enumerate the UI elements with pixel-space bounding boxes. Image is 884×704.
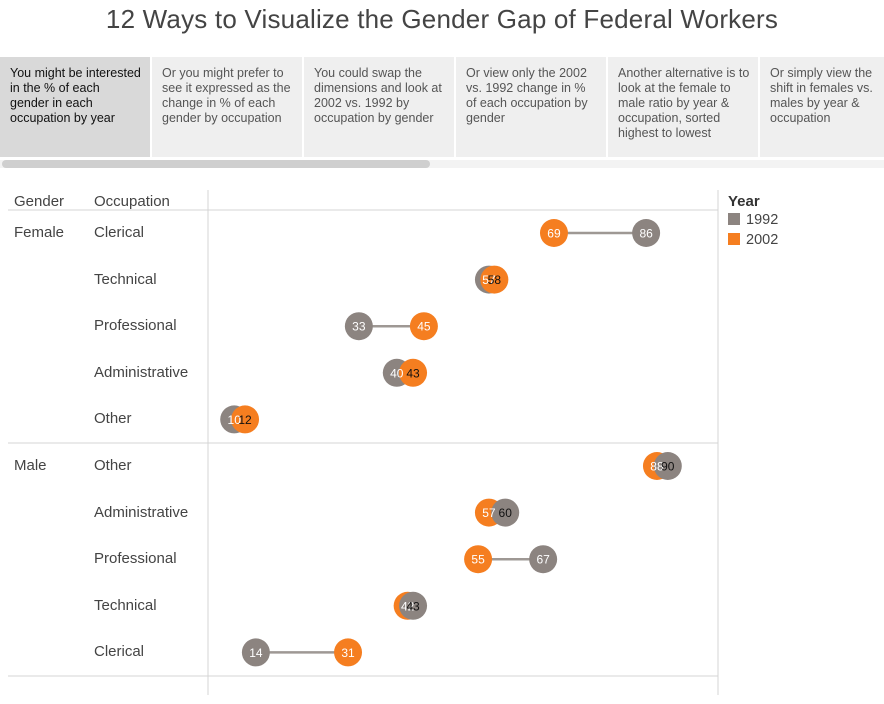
- legend-swatch-1992: [728, 213, 740, 225]
- point-male-administrative-1992[interactable]: [491, 498, 520, 527]
- gender-column-header: Gender: [14, 193, 65, 210]
- point-female-professional-1992[interactable]: [344, 312, 373, 341]
- value-label-male-professional-2002: 55: [471, 553, 485, 567]
- value-label-male-clerical-2002: 31: [341, 646, 355, 660]
- value-label-female-technical-2002: 58: [488, 273, 502, 287]
- value-label-male-clerical-1992: 14: [249, 646, 263, 660]
- story-tab-1[interactable]: You might be interested in the % of each…: [0, 57, 150, 157]
- occupation-label-female-other: Other: [94, 410, 132, 428]
- story-tabs: You might be interested in the % of each…: [0, 57, 884, 157]
- value-label-male-other-2002: 88: [650, 460, 664, 474]
- story-tab-3[interactable]: You could swap the dimensions and look a…: [304, 57, 454, 157]
- story-tab-2[interactable]: Or you might prefer to see it expressed …: [152, 57, 302, 157]
- point-female-other-2002[interactable]: [231, 405, 260, 434]
- story-tab-4[interactable]: Or view only the 2002 vs. 1992 change in…: [456, 57, 606, 157]
- gender-label-female: Female: [14, 224, 65, 241]
- occupation-label-female-administrative: Administrative: [94, 363, 189, 381]
- occupation-label-male-administrative: Administrative: [94, 503, 189, 521]
- point-male-professional-1992[interactable]: [529, 545, 558, 574]
- value-label-female-clerical-1992: 86: [639, 227, 653, 241]
- occupation-label-male-other: Other: [94, 457, 132, 474]
- occupation-label-male-technical: Technical: [94, 596, 157, 614]
- point-male-other-1992[interactable]: [653, 452, 682, 480]
- point-male-clerical-2002[interactable]: [334, 638, 363, 667]
- point-female-administrative-2002[interactable]: [399, 358, 428, 387]
- point-male-professional-2002[interactable]: [464, 545, 493, 574]
- value-label-female-professional-1992: 33: [352, 320, 366, 334]
- occupation-label-female-technical: Technical: [94, 270, 157, 288]
- point-male-technical-1992[interactable]: [399, 591, 428, 620]
- legend-swatch-2002: [728, 233, 740, 245]
- story-tab-6[interactable]: Or simply view the shift in females vs. …: [760, 57, 884, 157]
- value-label-female-professional-2002: 45: [417, 320, 431, 334]
- value-label-male-other-1992: 90: [661, 460, 675, 474]
- occupation-label-male-professional: Professional: [94, 550, 177, 568]
- story-tab-5[interactable]: Another alternative is to look at the fe…: [608, 57, 758, 157]
- page-title: 12 Ways to Visualize the Gender Gap of F…: [105, 4, 779, 34]
- legend-item-2002[interactable]: 2002: [728, 232, 778, 248]
- value-label-female-technical-1992: 57: [482, 273, 496, 287]
- value-label-female-administrative-2002: 43: [406, 366, 420, 380]
- occupation-label-male-clerical: Clerical: [94, 643, 145, 661]
- value-label-female-other-2002: 12: [238, 413, 252, 427]
- occupation-column-header: Occupation: [94, 193, 170, 210]
- value-label-female-other-1992: 10: [228, 413, 242, 427]
- value-label-female-clerical-2002: 69: [547, 227, 561, 241]
- value-label-male-administrative-2002: 57: [482, 506, 496, 520]
- value-label-female-administrative-1992: 40: [390, 366, 404, 380]
- legend-item-1992[interactable]: 1992: [728, 212, 778, 228]
- legend-label-2002: 2002: [746, 232, 779, 248]
- point-female-technical-2002[interactable]: [480, 265, 509, 294]
- tabs-scrollbar-track[interactable]: [0, 160, 884, 168]
- value-label-male-professional-1992: 67: [536, 553, 550, 567]
- gender-label-male: Male: [14, 457, 47, 474]
- point-female-clerical-2002[interactable]: [539, 219, 568, 247]
- occupation-label-female-professional: Professional: [94, 317, 177, 335]
- point-male-clerical-1992[interactable]: [241, 638, 270, 667]
- point-female-clerical-1992[interactable]: [632, 219, 661, 247]
- point-female-professional-2002[interactable]: [409, 312, 438, 341]
- occupation-label-female-clerical: Clerical: [94, 224, 145, 241]
- legend-title: Year: [728, 193, 760, 210]
- value-label-male-technical-2002: 42: [401, 599, 415, 613]
- value-label-male-technical-1992: 43: [406, 599, 420, 613]
- value-label-male-administrative-1992: 60: [499, 506, 513, 520]
- legend-label-1992: 1992: [746, 212, 779, 228]
- tabs-scrollbar-thumb[interactable]: [2, 160, 430, 168]
